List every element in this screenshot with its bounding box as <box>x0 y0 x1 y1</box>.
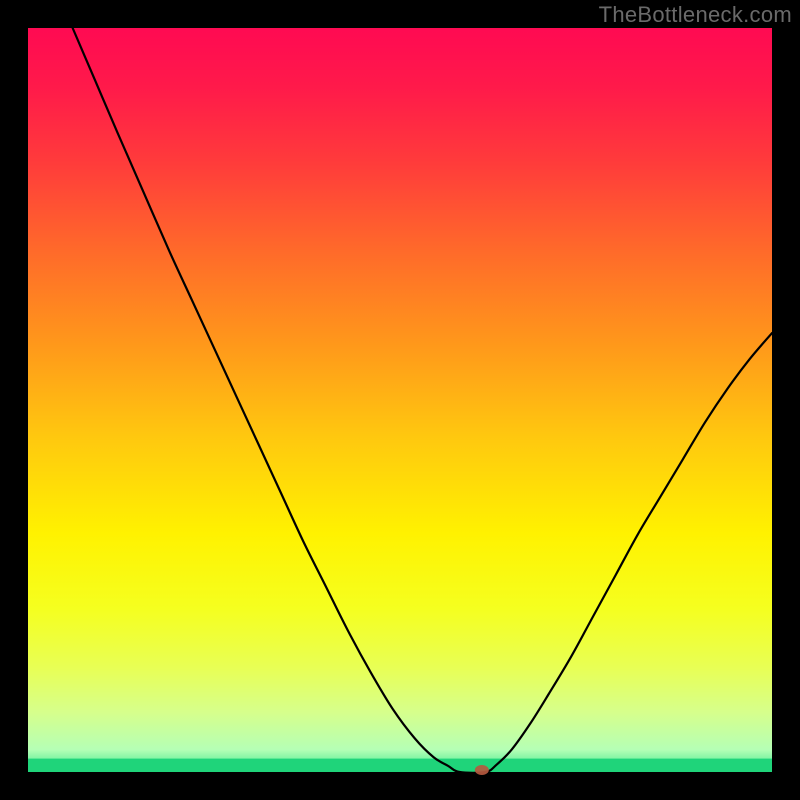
bottleneck-chart <box>0 0 800 800</box>
watermark-text: TheBottleneck.com <box>599 2 792 28</box>
plot-background <box>28 28 772 772</box>
chart-container: TheBottleneck.com <box>0 0 800 800</box>
bottom-band <box>28 759 772 772</box>
optimal-point-marker <box>475 765 489 775</box>
